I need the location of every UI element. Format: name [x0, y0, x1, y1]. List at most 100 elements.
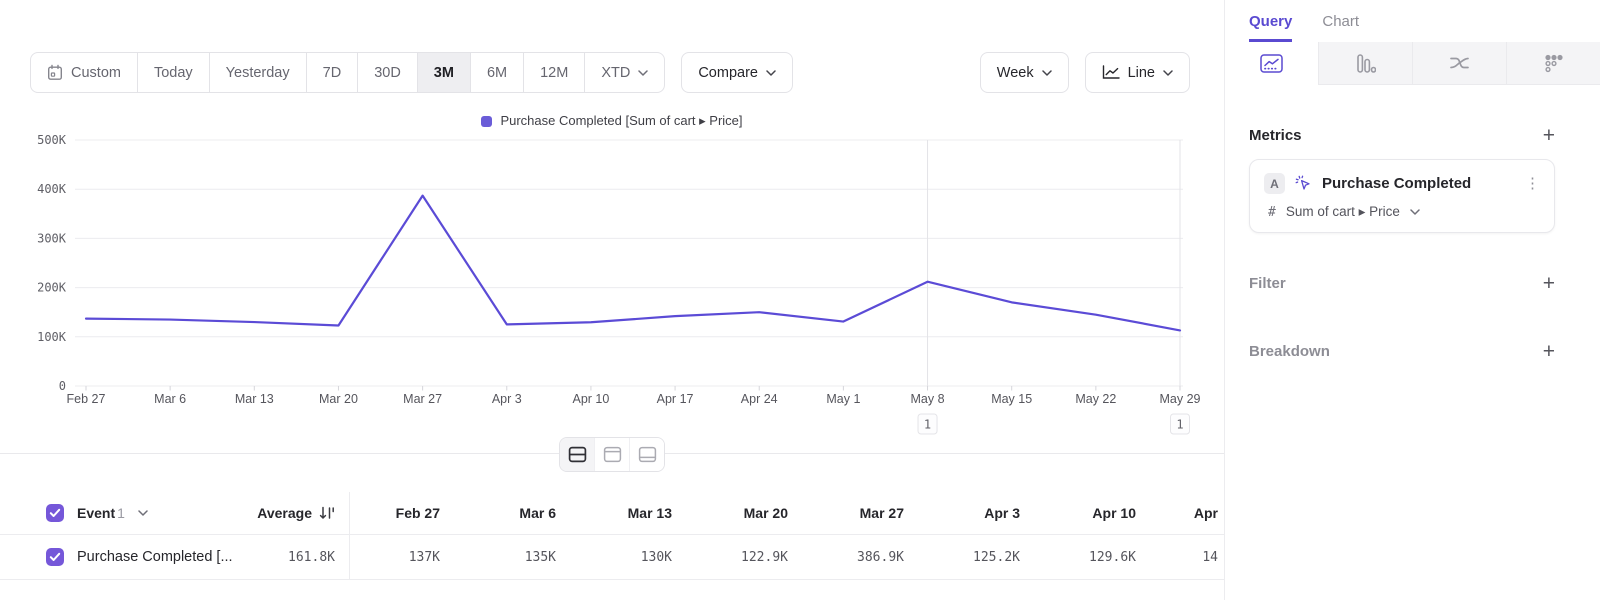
metrics-section: Metrics + A Purchase Completed ⋮ # Sum o… [1249, 125, 1555, 233]
table-col-header[interactable]: Feb 27 [395, 505, 440, 521]
sort-icon [319, 506, 334, 519]
table-col-header[interactable]: Mar 6 [519, 505, 556, 521]
chart-type-tab-funnels[interactable] [1318, 42, 1412, 85]
range-label: 3M [433, 64, 454, 81]
layout-option-chart-and-table[interactable] [560, 438, 594, 471]
funnel-bars-icon [1356, 53, 1376, 73]
y-axis-tick-label: 0 [59, 379, 66, 393]
kebab-menu-icon[interactable]: ⋮ [1525, 175, 1540, 192]
calendar-icon [48, 64, 63, 80]
event-count: 1 [117, 505, 125, 521]
metric-aggregation-dropdown[interactable]: # Sum of cart ▸ Price [1264, 204, 1540, 220]
add-filter-button[interactable]: + [1542, 272, 1555, 295]
table-col-header[interactable]: Apr [1193, 505, 1218, 521]
chart-type-label: Line [1127, 64, 1155, 81]
chevron-down-icon [138, 510, 148, 516]
breakdown-section: Breakdown + [1249, 341, 1555, 362]
chevron-down-icon [638, 69, 649, 76]
x-axis-tick-label: Feb 27 [67, 392, 106, 406]
range-yesterday[interactable]: Yesterday [208, 52, 307, 93]
table-col-header[interactable]: Mar 27 [859, 505, 904, 521]
table-cell: 122.9K [741, 549, 788, 565]
metric-letter-badge: A [1264, 173, 1285, 194]
x-axis-tick-label: Apr 24 [741, 392, 778, 406]
range-today[interactable]: Today [136, 52, 210, 93]
range-30d[interactable]: 30D [357, 52, 418, 93]
table-cell: 130K [640, 549, 672, 565]
average-value: 161.8K [288, 549, 335, 565]
add-breakdown-button[interactable]: + [1542, 340, 1555, 363]
metric-event-name: Purchase Completed [1322, 175, 1472, 192]
x-axis-tick-label: Apr 17 [657, 392, 694, 406]
x-axis-tick-label: Mar 27 [403, 392, 442, 406]
insights-chart-icon [1260, 53, 1283, 73]
table-col-header[interactable]: Mar 13 [627, 505, 672, 521]
event-label: Event 1 [77, 505, 125, 521]
tab-query[interactable]: Query [1249, 13, 1293, 42]
layout-option-chart-only[interactable] [594, 438, 629, 471]
x-axis-tick-label: May 29 [1160, 392, 1201, 406]
range-xtd[interactable]: XTD [584, 52, 666, 93]
series-line[interactable] [84, 194, 1182, 332]
x-axis-tick-label: Mar 6 [154, 392, 186, 406]
svg-text:1: 1 [924, 418, 931, 432]
range-3m[interactable]: 3M [416, 52, 471, 93]
series-row-label[interactable]: Purchase Completed [... [0, 535, 232, 579]
chart-type-tab-retention[interactable] [1506, 42, 1600, 85]
chart-type-tab-insights[interactable] [1225, 42, 1318, 85]
range-7d[interactable]: 7D [305, 52, 359, 93]
retention-dots-icon [1545, 54, 1563, 72]
legend-label: Purchase Completed [Sum of cart ▸ Price] [500, 113, 743, 128]
legend-swatch [481, 115, 493, 127]
breakdown-title: Breakdown [1249, 343, 1330, 360]
layout-option-table-only[interactable] [629, 438, 664, 471]
table-cell: 386.9K [857, 549, 904, 565]
x-axis-tick-label: May 22 [1075, 392, 1116, 406]
range-label: XTD [601, 64, 631, 81]
chart-type-dropdown[interactable]: Line [1084, 52, 1190, 93]
line-chart-canvas: 0 100K 200K 300K 400K 500K Feb 27 Mar 6 Mar 13 Ma… [37, 133, 1201, 435]
interval-dropdown[interactable]: Week [979, 52, 1069, 93]
y-axis-tick-label: 400K [37, 182, 67, 196]
range-label: 12M [540, 64, 569, 81]
table-col-header[interactable]: Mar 20 [743, 505, 788, 521]
flows-icon [1450, 57, 1469, 69]
event-cursor-icon [1295, 175, 1310, 190]
event-selector[interactable]: Event 1 [0, 492, 232, 534]
table-col-header[interactable]: Apr 10 [1092, 505, 1136, 521]
chart-type-tab-flows[interactable] [1412, 42, 1506, 85]
line-chart-icon [1102, 65, 1120, 79]
tab-chart[interactable]: Chart [1322, 13, 1360, 30]
metric-card[interactable]: A Purchase Completed ⋮ # Sum of cart ▸ P… [1249, 159, 1555, 233]
check-icon [49, 508, 61, 517]
annotation-badge[interactable]: 1 [917, 413, 938, 435]
filter-section: Filter + [1249, 273, 1555, 294]
add-metric-button[interactable]: + [1542, 124, 1555, 147]
results-table: Event 1 Average Feb 27 Mar 6 Mar 13 Mar 20 Mar … [0, 492, 1224, 580]
annotation-badge[interactable]: 1 [1170, 413, 1190, 435]
chart-legend: Purchase Completed [Sum of cart ▸ Price] [0, 113, 1224, 129]
select-all-checkbox[interactable] [46, 504, 64, 522]
table-cell: 129.6K [1089, 549, 1136, 565]
range-12m[interactable]: 12M [523, 52, 586, 93]
layout-chart-only-icon [603, 446, 621, 463]
main-area: Custom Today Yesterday 7D 30D 3M 6M 12M XTD Comp… [0, 52, 1224, 580]
chevron-down-icon [1163, 69, 1173, 76]
y-axis-tick-label: 100K [37, 330, 67, 344]
table-col-header[interactable]: Apr 3 [984, 505, 1020, 521]
series-checkbox[interactable] [46, 548, 64, 566]
range-label: Custom [71, 64, 121, 81]
compare-button[interactable]: Compare [681, 52, 793, 93]
range-custom[interactable]: Custom [30, 52, 138, 93]
x-axis-tick-label: Mar 20 [319, 392, 358, 406]
line-chart[interactable]: 0 100K 200K 300K 400K 500K Feb 27 Mar 6 Mar 13 Ma… [0, 132, 1224, 454]
x-axis-tick-label: May 1 [826, 392, 860, 406]
table-row: Purchase Completed [... 161.8K 137K 135K 130… [0, 535, 1224, 580]
table-header-row: Event 1 Average Feb 27 Mar 6 Mar 13 Mar 20 Mar … [0, 492, 1224, 535]
range-label: 30D [374, 64, 401, 81]
average-column-header[interactable]: Average [232, 492, 350, 534]
table-cell: 135K [524, 549, 556, 565]
range-6m[interactable]: 6M [469, 52, 525, 93]
range-label: 7D [322, 64, 342, 81]
